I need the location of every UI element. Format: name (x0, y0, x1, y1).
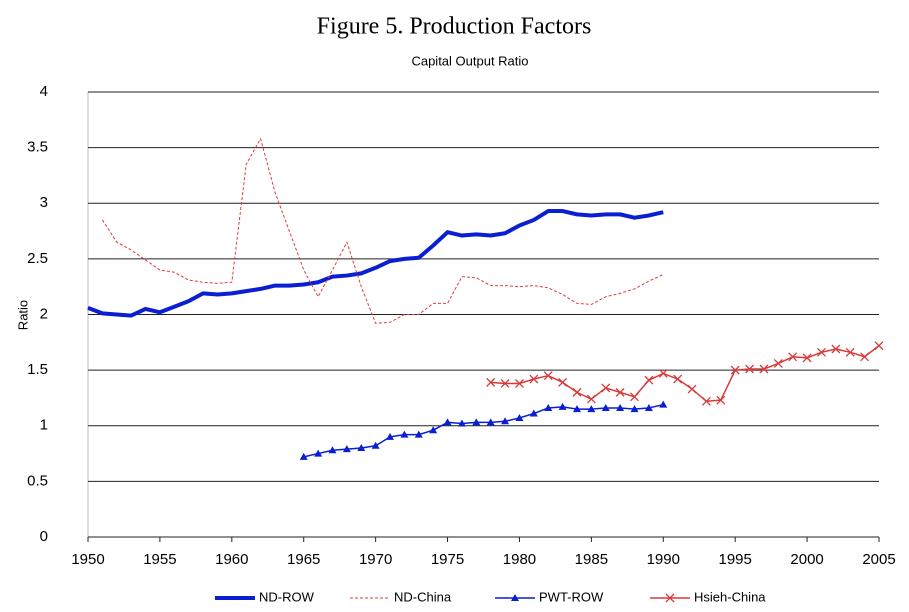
x-tick-label: 1955 (143, 551, 176, 568)
point (501, 417, 510, 425)
point (630, 392, 639, 402)
series-line (87, 209, 664, 318)
point (616, 403, 625, 411)
point (500, 379, 510, 388)
point (457, 419, 466, 427)
point (745, 364, 755, 374)
x-tick-label: 1970 (359, 551, 392, 568)
legend-label: ND-China (394, 589, 452, 604)
x-tick-label: 1980 (503, 551, 536, 568)
y-tick-label: 3.5 (27, 139, 48, 156)
point (659, 400, 668, 408)
x-tick-label: 1950 (71, 551, 104, 568)
x-tick-label: 1995 (718, 551, 751, 568)
y-tick-label: 1 (40, 417, 48, 434)
point (701, 396, 711, 406)
point (644, 403, 653, 411)
point (558, 377, 568, 387)
series-line (490, 345, 880, 403)
point (328, 446, 337, 454)
point (414, 430, 423, 438)
point (357, 444, 366, 451)
point (644, 375, 654, 385)
point (601, 383, 611, 393)
point (515, 413, 524, 421)
point (472, 418, 481, 426)
point (730, 365, 740, 375)
y-tick-label: 3 (40, 194, 48, 211)
legend-marker (511, 594, 519, 601)
x-tick-label: 1990 (647, 551, 680, 568)
y-axis-label: Ratio (15, 300, 30, 330)
point (371, 441, 380, 449)
point (845, 347, 855, 357)
point (314, 449, 323, 457)
y-tick-label: 0 (40, 528, 48, 545)
point (817, 347, 826, 357)
point (400, 430, 409, 438)
point (386, 432, 395, 440)
point (773, 358, 783, 368)
point (429, 426, 438, 434)
point (831, 344, 841, 354)
point (514, 379, 524, 388)
point (587, 405, 596, 413)
point (860, 352, 870, 362)
point (687, 384, 697, 394)
point (874, 341, 884, 351)
x-tick-label: 1975 (431, 551, 464, 568)
chart-subtitle: Capital Output Ratio (411, 53, 528, 68)
legend-marker (665, 593, 675, 603)
point (802, 353, 812, 363)
legend-label: ND-ROW (259, 589, 315, 604)
y-tick-label: 2 (40, 305, 48, 322)
point (443, 418, 452, 426)
point (558, 402, 567, 410)
legend-label: PWT-ROW (539, 589, 604, 604)
x-tick-label: 1985 (575, 551, 608, 568)
point (673, 374, 683, 384)
legend-label: Hsieh-China (694, 589, 766, 604)
point (486, 377, 496, 387)
point (572, 387, 582, 397)
y-tick-label: 2.5 (27, 250, 48, 267)
point (299, 452, 308, 460)
x-tick-label: 1960 (215, 551, 248, 568)
point (615, 387, 625, 397)
chart-title: Figure 5. Production Factors (317, 14, 592, 40)
y-tick-label: 4 (40, 83, 48, 100)
point (759, 364, 769, 374)
point (529, 374, 539, 384)
point (572, 405, 581, 413)
point (630, 405, 639, 413)
point (788, 352, 798, 362)
point (486, 418, 495, 426)
x-tick-label: 2005 (862, 551, 895, 568)
point (601, 403, 610, 411)
point (342, 445, 351, 453)
x-tick-label: 2000 (790, 551, 823, 568)
series-line (303, 403, 664, 458)
point (544, 403, 553, 411)
x-tick-label: 1965 (287, 551, 320, 568)
point (716, 395, 726, 405)
y-tick-label: 1.5 (27, 361, 48, 378)
y-tick-label: 0.5 (27, 472, 48, 489)
point (529, 409, 538, 417)
series-line (101, 138, 664, 324)
point (658, 369, 668, 378)
point (543, 371, 553, 381)
point (586, 394, 596, 404)
